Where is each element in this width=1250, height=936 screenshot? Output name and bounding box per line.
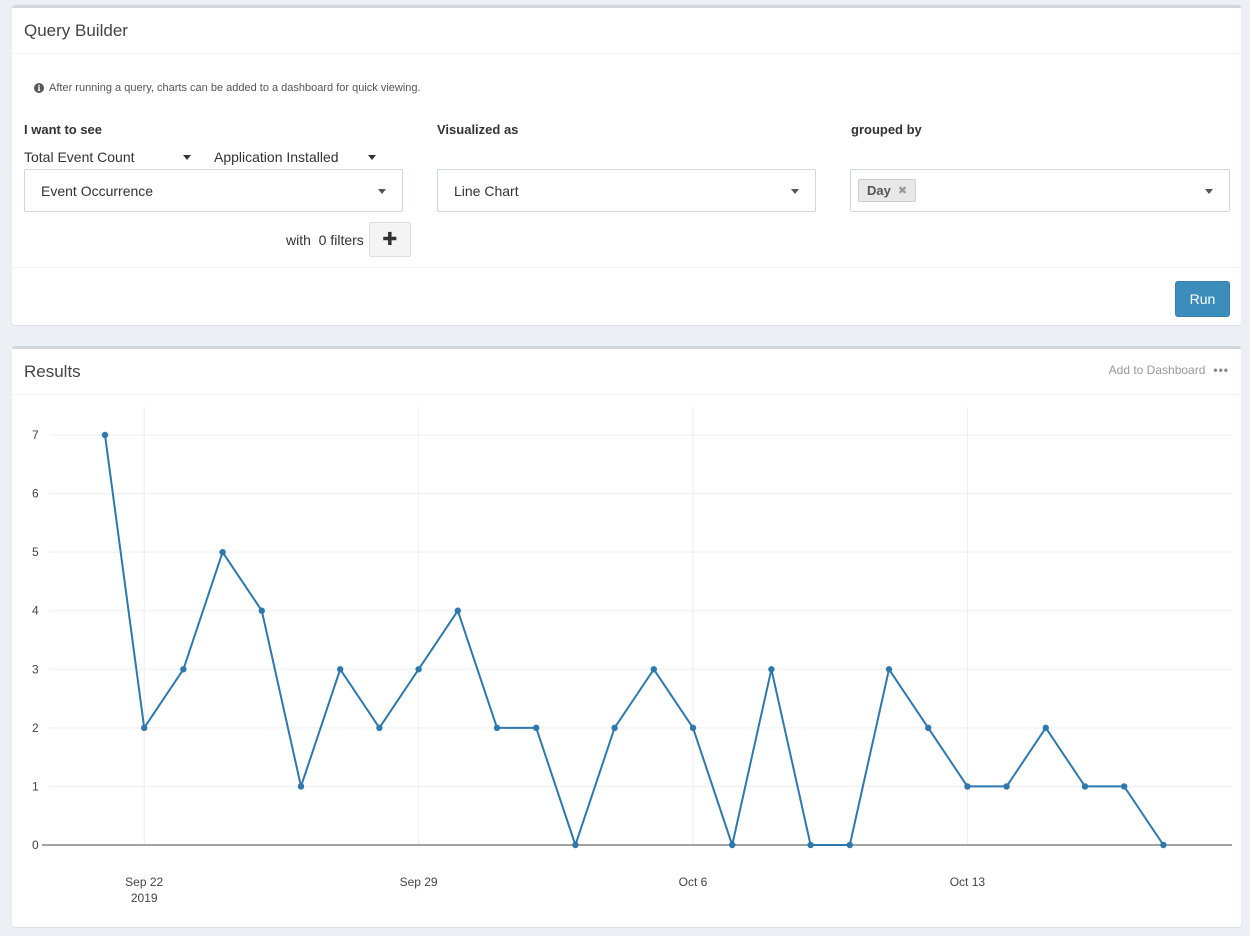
- data-point: [454, 607, 461, 614]
- results-panel: Results Add to Dashboard ••• 0 1 2 3 4 5 6 7 Sep…: [12, 346, 1241, 927]
- filters-row: with 0 filters ✚: [286, 222, 411, 257]
- visualized-label: Visualized as: [437, 122, 519, 137]
- data-point: [258, 607, 265, 614]
- data-point: [415, 666, 422, 673]
- y-tick-label: 3: [32, 662, 39, 676]
- y-tick-label: 6: [32, 487, 39, 501]
- data-point: [376, 724, 383, 732]
- data-point: [964, 783, 971, 790]
- data-point: [1160, 841, 1167, 849]
- data-point: [1003, 783, 1010, 790]
- data-point: [101, 431, 109, 439]
- y-tick-label: 5: [32, 545, 39, 559]
- chevron-down-icon: [378, 189, 386, 194]
- chevron-down-icon: [1205, 189, 1213, 194]
- data-point: [493, 724, 501, 732]
- y-tick-label: 0: [32, 838, 39, 852]
- chevron-down-icon: [367, 154, 376, 160]
- event-value: Application Installed: [214, 149, 339, 165]
- data-point: [650, 666, 657, 673]
- x-tick-sublabel: 2019: [131, 891, 158, 905]
- data-point: [180, 666, 187, 673]
- data-point: [141, 724, 148, 732]
- y-tick-label: 1: [32, 779, 39, 793]
- data-point: [768, 666, 775, 673]
- plus-icon: ✚: [382, 229, 398, 249]
- data-point: [337, 666, 344, 673]
- query-builder-title: Query Builder: [12, 8, 1241, 54]
- info-icon: i: [34, 83, 44, 93]
- add-to-dashboard-link[interactable]: Add to Dashboard: [1108, 363, 1206, 377]
- visualization-value: Line Chart: [454, 182, 519, 199]
- data-point: [885, 666, 893, 673]
- divider: [12, 267, 1241, 268]
- data-point: [297, 783, 305, 790]
- data-point: [1042, 724, 1050, 732]
- filters-text: with 0 filters: [286, 231, 364, 248]
- add-filter-button[interactable]: ✚: [368, 222, 411, 257]
- info-message: i After running a query, charts can be a…: [34, 82, 421, 94]
- property-value: Event Occurrence: [41, 182, 154, 199]
- data-point: [219, 548, 226, 556]
- event-select[interactable]: Application Installed: [214, 149, 376, 165]
- data-point: [846, 841, 853, 849]
- line-chart: 0 1 2 3 4 5 6 7 Sep 22 2019 Sep 29 Oct 6 Oct 13: [32, 407, 1232, 905]
- query-builder-panel: Query Builder i After running a query, c…: [12, 5, 1241, 325]
- x-tick-label: Oct 13: [950, 875, 986, 889]
- x-tick-label: Oct 6: [679, 875, 708, 889]
- info-text: After running a query, charts can be add…: [49, 82, 421, 94]
- chevron-down-icon: [791, 189, 799, 194]
- data-point: [572, 841, 579, 849]
- data-point: [533, 724, 540, 732]
- see-label: I want to see: [24, 122, 103, 137]
- data-point: [611, 724, 618, 732]
- series-line: [104, 434, 1165, 846]
- data-point: [1081, 783, 1089, 790]
- data-point: [1121, 783, 1128, 790]
- property-select[interactable]: Event Occurrence: [24, 169, 403, 212]
- x-tick-label: Sep 29: [400, 875, 438, 889]
- grouped-label: grouped by: [851, 122, 922, 137]
- data-point: [807, 841, 814, 849]
- visualization-select[interactable]: Line Chart: [437, 169, 816, 212]
- results-title-text: Results: [24, 362, 81, 381]
- y-tick-label: 4: [32, 604, 39, 618]
- data-point: [925, 724, 932, 732]
- metric-value: Total Event Count: [24, 149, 135, 165]
- x-tick-label: Sep 22: [125, 875, 163, 889]
- group-by-select[interactable]: Day ✖: [850, 169, 1230, 212]
- data-point: [689, 724, 697, 732]
- close-icon[interactable]: ✖: [897, 185, 908, 197]
- group-tag[interactable]: Day ✖: [858, 179, 917, 202]
- run-button[interactable]: Run: [1175, 281, 1230, 317]
- more-icon[interactable]: •••: [1213, 363, 1229, 377]
- add-to-dashboard[interactable]: Add to Dashboard •••: [1109, 363, 1229, 377]
- y-tick-label: 7: [32, 428, 39, 442]
- data-point: [729, 841, 736, 849]
- chevron-down-icon: [182, 154, 191, 160]
- results-title: Results Add to Dashboard •••: [12, 349, 1241, 395]
- metric-select[interactable]: Total Event Count: [24, 149, 191, 165]
- y-tick-label: 2: [32, 721, 39, 735]
- group-tag-label: Day: [867, 183, 891, 198]
